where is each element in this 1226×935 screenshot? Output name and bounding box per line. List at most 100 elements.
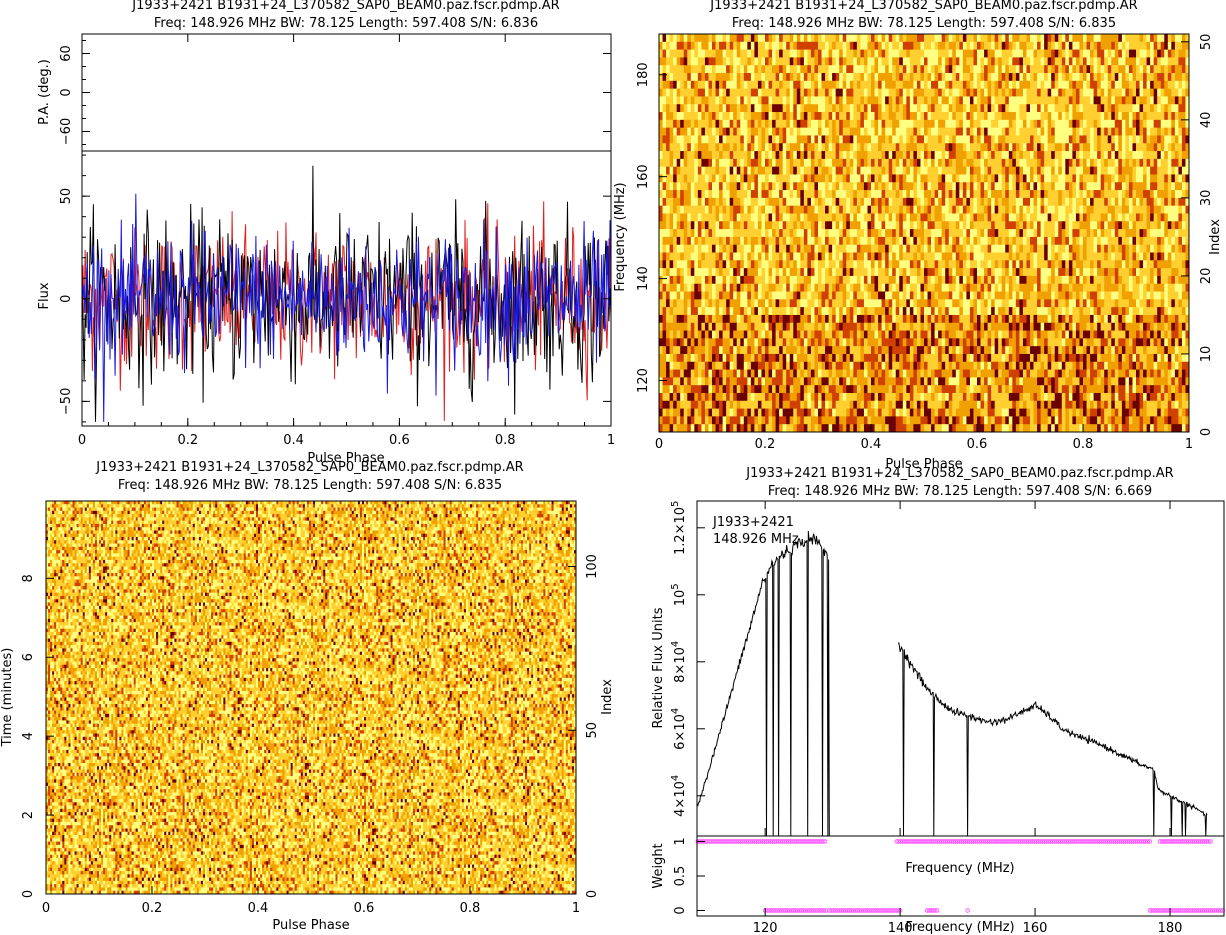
freq-phase-cell [1047,174,1052,183]
freq-phase-cell [860,213,865,222]
freq-phase-cell [867,275,872,285]
freq-phase-cell [676,127,681,136]
freq-phase-cell [888,166,893,175]
freq-phase-cell [821,119,826,129]
freq-phase-cell [1150,73,1155,82]
freq-phase-cell [969,268,974,277]
freq-phase-cell [818,119,823,129]
freq-phase-cell [835,73,840,82]
freq-phase-cell [1086,112,1091,121]
freq-phase-cell [1058,88,1063,97]
freq-phase-cell [793,190,798,199]
freq-phase-cell [676,112,681,121]
freq-phase-cell [1061,151,1066,160]
freq-phase-cell [1143,182,1148,191]
freq-phase-cell [973,275,978,285]
freq-phase-cell [1051,275,1056,285]
freq-phase-cell [962,127,967,136]
freq-phase-cell [1150,190,1155,199]
freq-phase-cell [818,190,823,199]
freq-phase-cell [916,104,921,113]
freq-phase-cell [902,182,907,191]
freq-phase-cell [874,166,879,175]
freq-phase-cell [768,65,773,74]
freq-phase-cell [1181,49,1186,58]
freq-phase-cell [871,73,876,82]
freq-phase-cell [998,236,1003,246]
freq-phase-cell [761,127,766,136]
freq-phase-cell [977,283,982,293]
freq-phase-cell [892,143,897,152]
freq-phase-cell [927,283,932,293]
freq-phase-cell [1040,88,1045,97]
freq-phase-cell [1083,49,1088,58]
freq-phase-cell [810,244,815,254]
freq-phase-cell [980,260,985,269]
freq-phase-cell [828,73,833,82]
freq-phase-cell [1181,104,1186,113]
freq-phase-cell [757,80,762,90]
freq-phase-cell [786,135,791,144]
freq-phase-cell [1160,135,1165,144]
freq-phase-cell [793,283,798,293]
freq-phase-cell [673,143,678,152]
freq-phase-cell [934,135,939,144]
freq-phase-cell [1121,135,1126,144]
freq-phase-cell [1075,205,1080,214]
freq-phase-cell [1072,182,1077,191]
freq-phase-cell [1132,158,1137,168]
freq-phase-cell [1054,229,1059,238]
freq-phase-cell [1079,260,1084,269]
freq-phase-cell [1030,205,1035,214]
freq-phase-cell [800,252,805,261]
freq-phase-cell [1001,236,1006,246]
freq-phase-cell [708,135,713,144]
freq-phase-cell [835,80,840,90]
freq-phase-cell [1111,119,1116,129]
freq-phase-cell [1005,112,1010,121]
freq-phase-cell [1171,213,1176,222]
freq-phase-cell [666,143,671,152]
freq-phase-cell [1164,57,1169,66]
freq-phase-cell [906,88,911,97]
freq-phase-cell [782,174,787,183]
freq-phase-cell [1086,65,1091,74]
freq-phase-cell [1100,229,1105,238]
freq-phase-cell [704,119,709,129]
freq-phase-cell [761,166,766,175]
freq-phase-cell [899,260,904,269]
freq-phase-cell [701,213,706,222]
freq-phase-cell [747,143,752,152]
freq-phase-cell [966,41,971,51]
freq-phase-cell [888,268,893,277]
freq-phase-cell [1065,57,1070,66]
freq-phase-cell [853,119,858,129]
freq-phase-cell [1164,213,1169,222]
freq-phase-cell [1090,229,1095,238]
freq-phase-cell [683,197,688,207]
freq-phase-cell [846,174,851,183]
freq-phase-cell [1054,205,1059,214]
freq-phase-cell [683,151,688,160]
freq-phase-cell [927,41,932,51]
freq-phase-cell [853,34,858,43]
freq-phase-cell [659,244,664,254]
freq-phase-cell [818,34,823,43]
freq-phase-cell [1058,80,1063,90]
freq-phase-cell [680,236,685,246]
freq-phase-cell [719,275,724,285]
freq-phase-cell [881,143,886,152]
freq-phase-cell [1008,229,1013,238]
freq-phase-cell [835,252,840,261]
freq-phase-cell [1174,182,1179,191]
freq-phase-cell [1044,229,1049,238]
freq-phase-cell [789,112,794,121]
freq-phase-cell [941,73,946,82]
freq-phase-cell [659,229,664,238]
freq-phase-cell [1054,166,1059,175]
freq-phase-cell [984,252,989,261]
freq-phase-cell [916,96,921,105]
freq-phase-cell [1181,166,1186,175]
freq-phase-cell [782,275,787,285]
freq-phase-cell [712,229,717,238]
